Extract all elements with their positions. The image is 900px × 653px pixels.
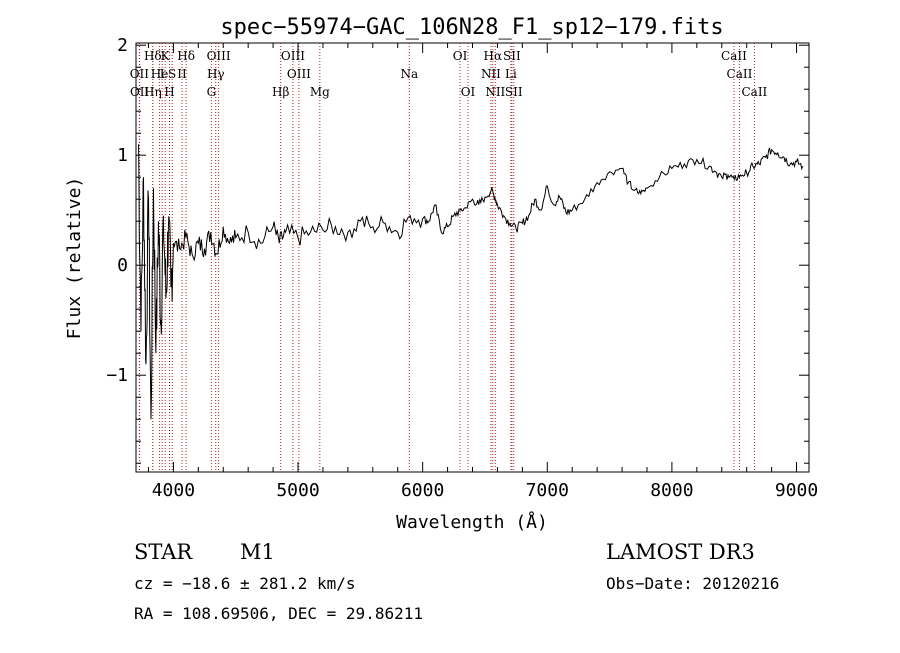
spectral-line-label: SII [503,49,521,63]
spectral-line-label: Hη [144,85,162,99]
x-axis-label: Wavelength (Å) [396,511,548,533]
spectral-line-label: OIII [281,49,305,63]
x-tick-label: 6000 [401,480,444,501]
redshift-velocity: cz = −18.6 ± 281.2 km/s [134,574,356,593]
spectral-line-label: SII [505,85,523,99]
ra-dec-coordinates: RA = 108.69506, DEC = 29.86211 [134,604,423,623]
spectral-line-label: S [168,67,176,81]
spectral-line-label: G [207,85,217,99]
spectral-line-label: NII [485,85,505,99]
spectral-line-label: Hδ [177,49,195,63]
observation-date: Obs−Date: 20120216 [606,574,780,593]
spectral-line-label: K [161,49,171,63]
spectral-line-label: OI [461,85,476,99]
spectral-line-label: OII [130,85,150,99]
spectral-line-label: CaII [727,67,753,81]
y-axis-ticks: −1 0 1 2 [106,35,809,464]
spectral-line-label: Hβ [272,85,289,99]
spectral-line-label: He [151,67,169,81]
spectral-line-label: II [177,67,187,81]
spectral-line-label: NII [481,67,501,81]
spectral-line-label: CaII [741,85,767,99]
spectral-line-label: Na [400,67,418,81]
spectral-line-label: Hγ [207,67,225,81]
spectral-line-label: H [164,85,174,99]
x-axis-ticks: 4000 5000 6000 7000 8000 9000 [147,43,818,501]
x-tick-label: 7000 [526,480,569,501]
spectral-line-label: Hα [484,49,503,63]
y-tick-label: −1 [106,365,128,386]
spectral-line-label: OIII [287,67,311,81]
object-class: STAR [134,540,193,564]
spectral-line-label: OIII [207,49,231,63]
spectral-line-label: OII [130,67,150,81]
spectral-line-label: CaII [721,49,747,63]
spectral-line-label: Hδ [144,49,162,63]
flux-series-line [138,144,804,420]
spectral-line-label: I [160,67,165,81]
spectral-line-label: Li [505,67,517,81]
y-axis-label: Flux (relative) [64,177,85,340]
plot-frame [135,42,810,473]
y-tick-label: 2 [117,35,128,56]
object-subclass: M1 [240,540,275,564]
y-tick-label: 0 [117,255,128,276]
x-tick-label: 5000 [276,480,319,501]
y-tick-label: 1 [117,145,128,166]
x-tick-label: 9000 [775,480,818,501]
spectral-line-label: Mg [310,85,330,99]
chart-title: spec−55974−GAC_106N28_F1_sp12−179.fits [220,15,723,40]
x-tick-label: 8000 [650,480,693,501]
survey-name: LAMOST DR3 [606,540,755,564]
x-tick-label: 4000 [152,480,195,501]
spectral-line-label: OI [453,49,468,63]
spectral-line-markers [138,43,755,472]
